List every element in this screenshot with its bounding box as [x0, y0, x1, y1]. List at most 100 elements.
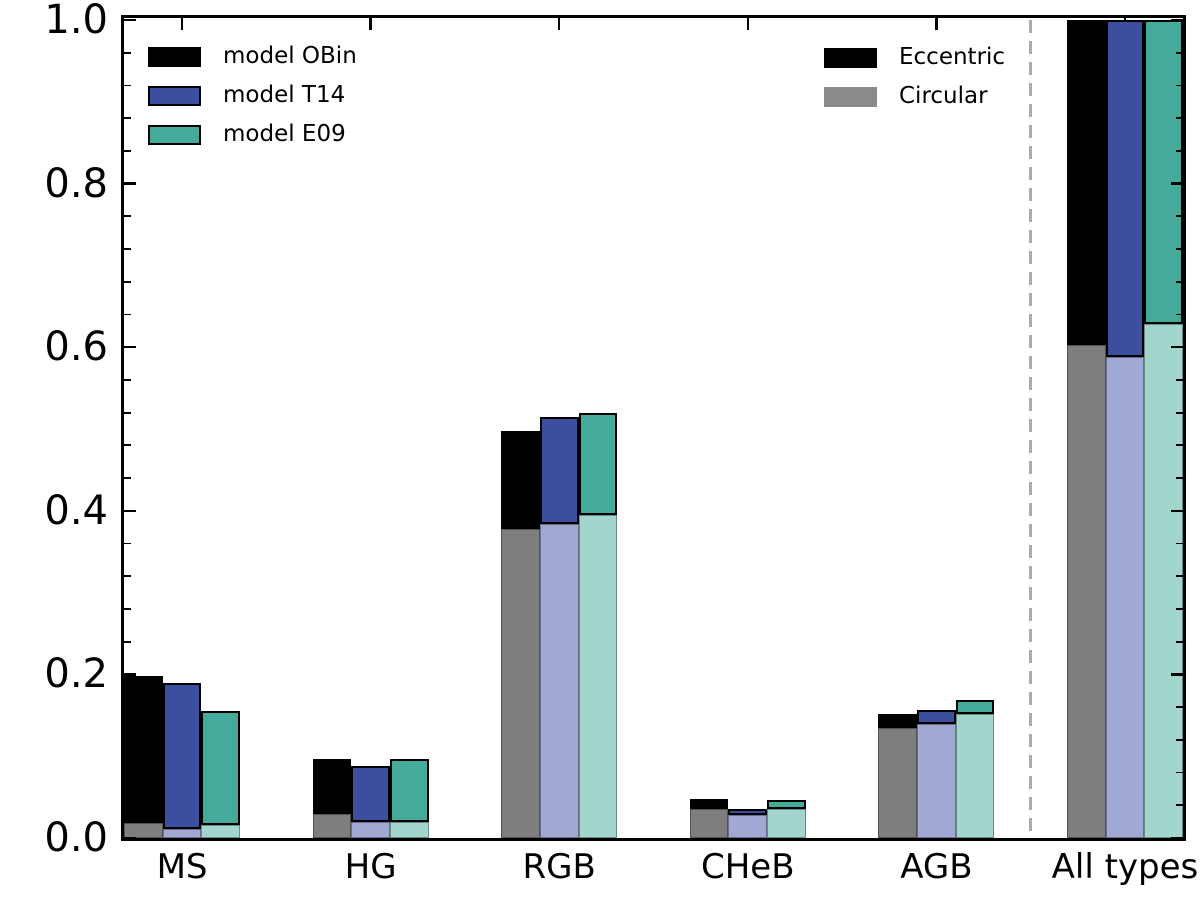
bar-agb-t14-eccentric — [917, 710, 956, 725]
bar-agb-e09-eccentric — [955, 699, 995, 715]
y-minor-tick-right — [1176, 771, 1183, 774]
legend-label-model-obin: model OBin — [223, 43, 357, 69]
y-minor-tick-left — [124, 575, 131, 578]
legend-item-eccentric: Eccentric — [824, 46, 1005, 69]
x-major-tick-top — [180, 18, 184, 30]
y-minor-tick-right — [1176, 117, 1183, 120]
bar-hg-t14-circular — [351, 821, 390, 838]
legend-item-model-obin: model OBin — [148, 45, 357, 68]
bar-rgb-e09-circular — [578, 514, 618, 838]
y-tick-label: 0.2 — [44, 651, 108, 698]
bar-ms-e09-eccentric — [201, 711, 241, 825]
y-minor-tick-left — [124, 215, 131, 218]
legend-item-model-e09: model E09 — [148, 123, 357, 146]
y-minor-tick-right — [1176, 84, 1183, 87]
bar-rgb-obin-circular — [501, 528, 540, 838]
y-major-tick-left — [124, 18, 136, 22]
plot-area: model OBin model T14 model E09 Eccentric… — [121, 15, 1186, 841]
y-minor-tick-left — [124, 477, 131, 479]
bar-ms-t14-circular — [162, 829, 202, 838]
bar-hg-e09-eccentric — [389, 758, 429, 823]
x-major-tick-top — [746, 18, 750, 30]
legend-item-circular: Circular — [824, 85, 1005, 108]
y-minor-tick-right — [1176, 706, 1183, 709]
y-minor-tick-left — [124, 771, 131, 774]
bar-cheb-e09-eccentric — [767, 800, 806, 809]
bar-hg-e09-circular — [389, 822, 429, 838]
legend-swatch-model-e09-icon — [148, 124, 201, 145]
y-major-tick-right — [1171, 509, 1183, 513]
y-minor-tick-left — [124, 640, 131, 643]
x-major-tick-top — [369, 18, 372, 30]
y-minor-tick-right — [1176, 248, 1183, 250]
y-major-tick-right — [1171, 182, 1183, 185]
bar-agb-obin-eccentric — [878, 713, 917, 729]
bar-agb-e09-circular — [955, 714, 995, 838]
y-minor-tick-left — [124, 51, 131, 54]
bar-hg-obin-circular — [312, 814, 352, 838]
legend-label-model-t14: model T14 — [223, 82, 346, 108]
bar-all-types-t14-circular — [1105, 357, 1145, 838]
legend-swatch-eccentric-icon — [824, 47, 877, 68]
bar-ms-obin-circular — [124, 823, 163, 838]
y-tick-label: 0.8 — [44, 160, 108, 207]
y-major-tick-left — [124, 345, 136, 349]
y-tick-label: 0.4 — [44, 487, 108, 534]
y-minor-tick-left — [124, 280, 131, 283]
y-minor-tick-right — [1176, 738, 1183, 741]
y-major-tick-left — [124, 182, 136, 185]
legend-label-circular: Circular — [899, 83, 988, 109]
legend-styles: Eccentric Circular — [824, 46, 1005, 108]
legend-swatch-model-obin-icon — [148, 46, 201, 67]
bar-all-types-obin-circular — [1066, 344, 1106, 838]
y-minor-tick-right — [1176, 280, 1183, 283]
y-major-tick-right — [1171, 345, 1183, 349]
bar-hg-obin-eccentric — [312, 758, 352, 815]
y-major-tick-left — [124, 673, 136, 676]
y-major-tick-left — [124, 509, 136, 513]
x-tick-label-agb: AGB — [900, 847, 973, 887]
y-minor-tick-right — [1176, 411, 1183, 414]
y-major-tick-right — [1171, 673, 1183, 676]
y-minor-tick-right — [1176, 608, 1183, 610]
bar-cheb-t14-circular — [728, 815, 768, 838]
y-minor-tick-left — [124, 84, 131, 87]
y-minor-tick-left — [124, 706, 131, 709]
y-minor-tick-right — [1176, 477, 1183, 479]
legend-swatch-circular-icon — [824, 86, 877, 107]
legend-item-model-t14: model T14 — [148, 84, 357, 107]
y-tick-label: 1.0 — [44, 0, 108, 43]
y-minor-tick-left — [124, 738, 131, 741]
y-major-tick-right — [1171, 836, 1183, 840]
y-minor-tick-left — [124, 149, 131, 152]
legend-models: model OBin model T14 model E09 — [148, 45, 357, 146]
y-minor-tick-right — [1176, 804, 1183, 807]
y-tick-label: 0.0 — [44, 815, 108, 861]
y-minor-tick-right — [1176, 215, 1183, 218]
y-minor-tick-right — [1176, 640, 1183, 643]
bar-agb-t14-circular — [917, 724, 956, 838]
y-minor-tick-left — [124, 379, 131, 381]
x-tick-label-ms: MS — [156, 847, 208, 887]
bar-all-types-obin-eccentric — [1066, 20, 1106, 345]
y-minor-tick-left — [124, 248, 131, 250]
bar-cheb-obin-circular — [689, 808, 729, 838]
y-minor-tick-right — [1176, 542, 1183, 545]
legend-swatch-model-t14-icon — [148, 85, 201, 106]
y-major-tick-right — [1171, 18, 1183, 22]
bar-cheb-obin-eccentric — [689, 798, 729, 809]
y-minor-tick-right — [1176, 379, 1183, 381]
x-tick-label-cheb: CHeB — [701, 847, 795, 887]
x-tick-label-rgb: RGB — [522, 847, 596, 887]
y-minor-tick-right — [1176, 575, 1183, 578]
x-tick-label-all-types: All types — [1051, 847, 1199, 887]
y-minor-tick-right — [1176, 444, 1183, 447]
bar-cheb-e09-circular — [767, 808, 806, 838]
bar-cheb-t14-eccentric — [728, 808, 768, 816]
y-minor-tick-left — [124, 542, 131, 545]
y-minor-tick-left — [124, 313, 131, 316]
x-tick-label-hg: HG — [344, 847, 397, 887]
bar-rgb-t14-eccentric — [539, 416, 579, 524]
bar-all-types-e09-eccentric — [1144, 20, 1183, 325]
